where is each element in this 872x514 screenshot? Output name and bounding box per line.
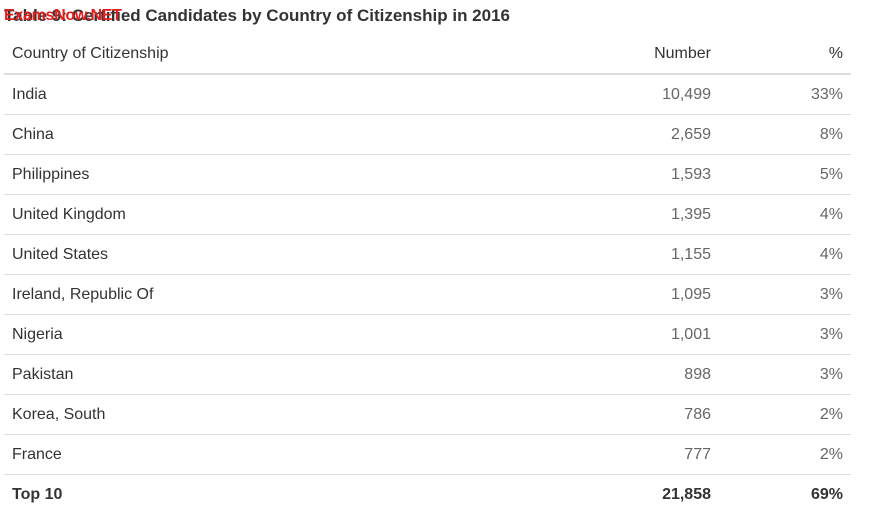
watermark-logo: ExamsNow.NET (4, 5, 122, 27)
row-number: 1,095 (554, 275, 719, 315)
table-row: France 777 2% (4, 435, 851, 475)
header-number: Number (554, 35, 719, 74)
row-percent: 2% (719, 435, 851, 475)
row-country: Philippines (4, 155, 554, 195)
row-number: 1,395 (554, 195, 719, 235)
table-row: Philippines 1,593 5% (4, 155, 851, 195)
row-country: Pakistan (4, 355, 554, 395)
table-row: United States 1,155 4% (4, 235, 851, 275)
row-country: China (4, 115, 554, 155)
table-row: Ireland, Republic Of 1,095 3% (4, 275, 851, 315)
row-country: France (4, 435, 554, 475)
table-total-row: Top 10 21,858 69% (4, 475, 851, 514)
table-header-row: Country of Citizenship Number % (4, 35, 851, 74)
row-country: Nigeria (4, 315, 554, 355)
table-row: United Kingdom 1,395 4% (4, 195, 851, 235)
row-percent: 3% (719, 275, 851, 315)
row-number: 1,593 (554, 155, 719, 195)
table-row: Pakistan 898 3% (4, 355, 851, 395)
table-row: Korea, South 786 2% (4, 395, 851, 435)
row-country: Korea, South (4, 395, 554, 435)
row-percent: 2% (719, 395, 851, 435)
row-number: 1,155 (554, 235, 719, 275)
row-number: 10,499 (554, 74, 719, 115)
table-row: Nigeria 1,001 3% (4, 315, 851, 355)
row-number: 898 (554, 355, 719, 395)
row-country: Ireland, Republic Of (4, 275, 554, 315)
header-percent: % (719, 35, 851, 74)
row-percent: 5% (719, 155, 851, 195)
total-percent: 69% (719, 475, 851, 514)
row-country: United Kingdom (4, 195, 554, 235)
row-number: 1,001 (554, 315, 719, 355)
row-percent: 4% (719, 235, 851, 275)
table-title-area: Table 9: Certified Candidates by Country… (4, 5, 704, 27)
row-percent: 4% (719, 195, 851, 235)
total-number: 21,858 (554, 475, 719, 514)
row-percent: 3% (719, 355, 851, 395)
row-number: 786 (554, 395, 719, 435)
table-row: China 2,659 8% (4, 115, 851, 155)
row-country: United States (4, 235, 554, 275)
total-label: Top 10 (4, 475, 554, 514)
header-country: Country of Citizenship (4, 35, 554, 74)
table-row: India 10,499 33% (4, 74, 851, 115)
citizenship-table: Country of Citizenship Number % India 10… (4, 35, 851, 514)
row-percent: 3% (719, 315, 851, 355)
row-number: 2,659 (554, 115, 719, 155)
row-country: India (4, 74, 554, 115)
row-number: 777 (554, 435, 719, 475)
row-percent: 8% (719, 115, 851, 155)
row-percent: 33% (719, 74, 851, 115)
